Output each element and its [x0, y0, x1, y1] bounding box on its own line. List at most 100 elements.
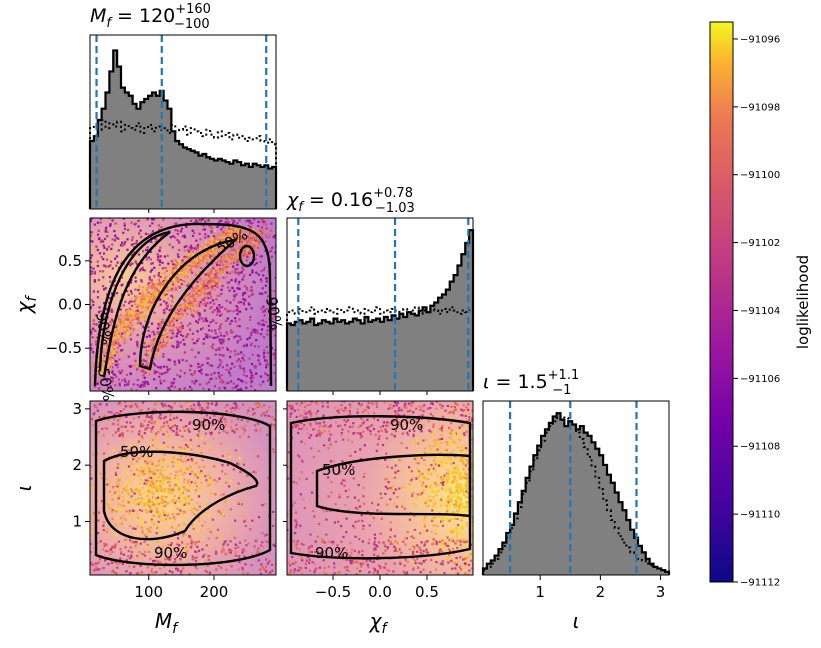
sample-point [249, 316, 251, 318]
sample-point [192, 300, 194, 302]
sample-point [226, 261, 228, 263]
sample-point [190, 245, 192, 247]
sample-point [135, 510, 137, 512]
sample-point [178, 249, 180, 251]
sample-point [264, 223, 266, 225]
sample-point [267, 352, 269, 354]
sample-point [265, 231, 267, 233]
sample-point [169, 526, 171, 528]
sample-point [226, 276, 228, 278]
sample-point [168, 405, 170, 407]
sample-point [420, 563, 422, 565]
sample-point [121, 283, 123, 285]
sample-point [451, 568, 453, 570]
sample-point [144, 432, 146, 434]
sample-point [218, 387, 220, 389]
sample-point [91, 418, 93, 420]
sample-point [111, 243, 113, 245]
sample-point [301, 402, 303, 404]
sample-point [117, 366, 119, 368]
sample-point [185, 276, 187, 278]
sample-point [296, 547, 298, 549]
sample-point [193, 232, 195, 234]
sample-point [250, 375, 252, 377]
sample-point [236, 253, 238, 255]
sample-point [273, 290, 275, 292]
sample-point [236, 268, 238, 270]
sample-point [117, 503, 119, 505]
sample-point [254, 408, 256, 410]
sample-point [261, 406, 263, 408]
hist-bar [357, 320, 361, 391]
sample-point [216, 280, 218, 282]
sample-point [142, 250, 144, 252]
sample-point [208, 559, 210, 561]
sample-point [172, 265, 174, 267]
sample-point [222, 264, 224, 266]
sample-point [225, 221, 227, 223]
sample-point [302, 498, 304, 500]
sample-point [115, 523, 117, 525]
sample-point [324, 572, 326, 574]
sample-point [173, 336, 175, 338]
sample-point [167, 446, 169, 448]
sample-point [200, 536, 202, 538]
sample-point [151, 500, 153, 502]
sample-point [192, 235, 194, 237]
sample-point [166, 431, 168, 433]
sample-point [129, 525, 131, 527]
sample-point [219, 307, 221, 309]
sample-point [173, 317, 175, 319]
sample-point [220, 220, 222, 222]
hist-bar [576, 429, 580, 575]
sample-point [204, 297, 206, 299]
sample-point [417, 493, 419, 495]
sample-point [218, 510, 220, 512]
sample-point [237, 378, 239, 380]
sample-point [177, 307, 179, 309]
sample-point [102, 258, 104, 260]
sample-point [203, 338, 205, 340]
sample-point [212, 337, 214, 339]
sample-point [456, 564, 458, 566]
sample-point [98, 306, 100, 308]
sample-point [103, 537, 105, 539]
hist-bar [446, 290, 450, 391]
sample-point [406, 447, 408, 449]
sample-point [373, 554, 375, 556]
sample-point [242, 357, 244, 359]
sample-point [147, 304, 149, 306]
sample-point [215, 322, 217, 324]
sample-point [137, 497, 139, 499]
sample-point [163, 339, 165, 341]
sample-point [221, 464, 223, 466]
sample-point [166, 278, 168, 280]
sample-point [442, 525, 444, 527]
sample-point [262, 546, 264, 548]
sample-point [242, 568, 244, 570]
sample-point [129, 299, 131, 301]
sample-point [199, 247, 201, 249]
sample-point [179, 309, 181, 311]
sample-point [254, 249, 256, 251]
sample-point [136, 240, 138, 242]
sample-point [74, 492, 76, 494]
hist-bar [175, 141, 179, 209]
sample-point [160, 279, 162, 281]
sample-point [266, 280, 268, 282]
sample-point [239, 367, 241, 369]
sample-point [171, 521, 173, 523]
sample-point [218, 478, 220, 480]
sample-point [195, 380, 197, 382]
sample-point [385, 452, 387, 454]
sample-point [189, 369, 191, 371]
hist-bar [268, 169, 272, 209]
sample-point [157, 285, 159, 287]
sample-point [223, 493, 225, 495]
sample-point [197, 530, 199, 532]
sample-point [236, 222, 238, 224]
sample-point [236, 264, 238, 266]
sample-point [111, 311, 113, 313]
sample-point [167, 304, 169, 306]
sample-point [222, 366, 224, 368]
